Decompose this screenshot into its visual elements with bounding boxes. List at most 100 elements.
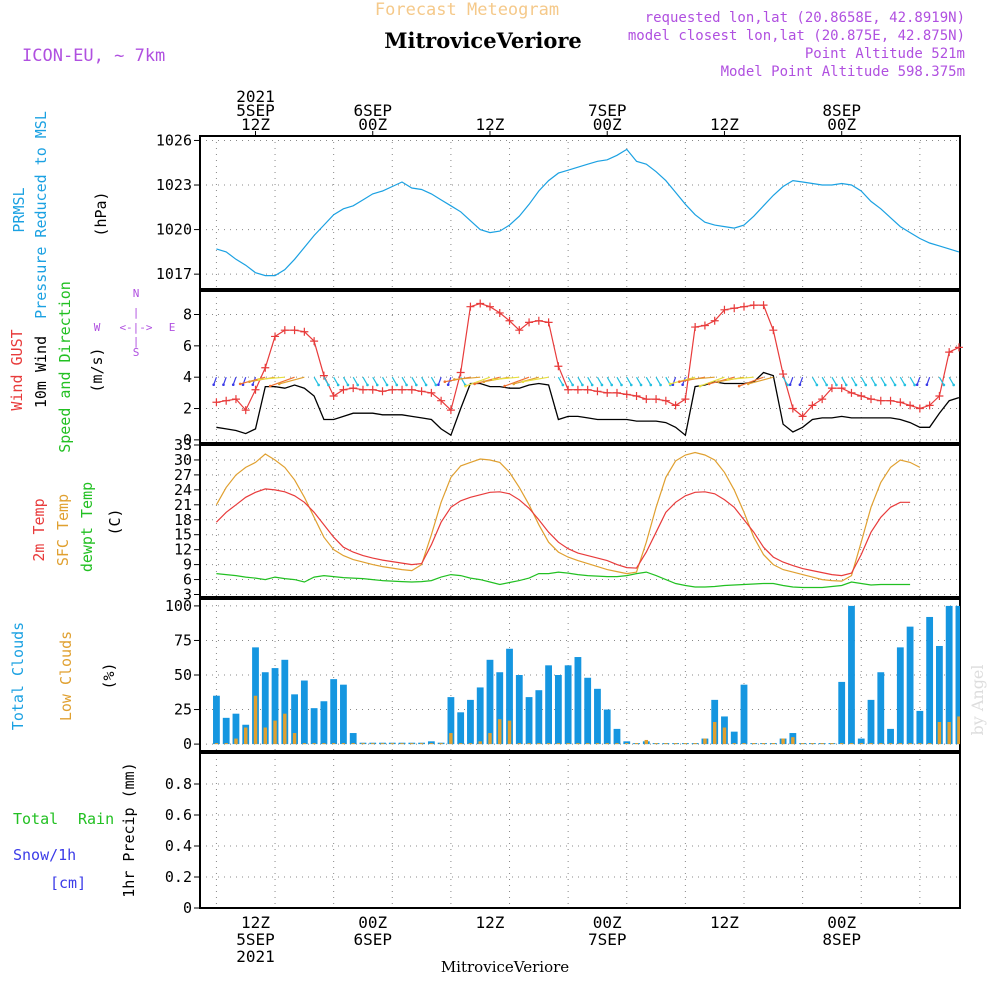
wind-direction-arrow [362, 376, 368, 386]
wind-direction-arrow [748, 376, 774, 385]
wind-arrow-head [746, 382, 750, 386]
gust-marker [867, 395, 876, 404]
precip-label-snow: Snow/1h [13, 846, 76, 864]
wind-arrow-head [446, 383, 450, 387]
wind-arrow-head [251, 383, 255, 387]
gust-line [216, 302, 960, 418]
wind-arrow-head [238, 382, 242, 386]
low-cloud-bar [253, 695, 258, 745]
precip-ytick-label: 0.2 [165, 868, 192, 886]
gust-marker [886, 396, 895, 405]
wind-direction-arrow [352, 376, 359, 386]
wind-direction-arrow [557, 376, 564, 386]
wind-direction-arrow [899, 376, 906, 386]
total-cloud-bar [545, 665, 552, 745]
dewpt-line [216, 571, 911, 589]
gust-marker [261, 363, 270, 372]
low-cloud-bar [361, 743, 365, 745]
wind-arrow-head [241, 383, 245, 387]
wind-direction-arrow [616, 376, 623, 386]
total-cloud-bar [926, 616, 934, 745]
low-cloud-bar [947, 721, 951, 745]
wind-arrow-head [453, 378, 456, 381]
wind-arrow-head [952, 383, 955, 387]
wind-frame [199, 290, 961, 444]
wind-arrow-head [639, 383, 643, 387]
total-cloud-bar [955, 605, 960, 745]
temp-ytick-label: 33 [174, 436, 192, 454]
wind-arrow-head [327, 383, 330, 387]
wind-arrow-head [893, 383, 897, 387]
gust-marker [407, 385, 416, 394]
temp-ytick-label: 12 [174, 541, 192, 559]
bottom-time-label: 5SEP [236, 930, 275, 949]
wind-arrow-head [687, 378, 691, 381]
gust-marker [212, 398, 221, 407]
wind-arrow-head [903, 383, 907, 387]
gust-marker [554, 362, 563, 371]
top-time-label: 6SEP [353, 101, 392, 120]
wind-direction-arrow [606, 376, 613, 386]
wind-direction-arrow [821, 376, 828, 386]
wind-arrow-head [395, 383, 399, 387]
wind-direction-arrow [948, 376, 955, 386]
wind-arrow-head [473, 382, 476, 386]
gust-marker [515, 326, 524, 335]
wind-direction-arrow [567, 376, 574, 386]
compass-w: W [94, 321, 101, 334]
low-cloud-bar [615, 743, 619, 745]
gust-marker [495, 308, 504, 317]
top-time-label: 00Z [827, 115, 856, 134]
gust-marker [749, 301, 758, 310]
wind-direction-arrow [926, 376, 931, 385]
total-cloud-bar [467, 699, 474, 745]
wind-arrow-head [726, 378, 730, 381]
wind-direction-arrow [437, 376, 442, 385]
low-cloud-bar [498, 719, 502, 745]
total-cloud-bar [271, 668, 279, 745]
low-cloud-bar [478, 741, 482, 745]
top-time-label: 12Z [710, 115, 739, 134]
wind-arrow-head [571, 383, 574, 387]
gust-marker [564, 385, 573, 394]
gust-marker [769, 326, 778, 335]
total-cloud-bar [515, 675, 523, 745]
gust-marker [827, 384, 836, 393]
pressure-frame [199, 135, 961, 290]
gust-marker [446, 406, 455, 415]
gust-marker [925, 401, 934, 410]
wind-arrow-head [590, 383, 594, 387]
low-cloud-bar [644, 739, 648, 745]
total-cloud-bar [594, 688, 601, 745]
low-cloud-bar [712, 721, 717, 745]
low-cloud-bar [351, 743, 355, 745]
total-cloud-bar [330, 679, 338, 745]
top-time-label: 00Z [593, 115, 622, 134]
gust-marker [573, 385, 582, 394]
wind-label-1: Wind GUST [8, 329, 26, 410]
low-cloud-bar [937, 721, 942, 745]
low-cloud-bar [585, 743, 590, 745]
wind-arrow-head [521, 380, 525, 384]
wind-arrow-head [707, 382, 711, 386]
clouds-label-2: Low Clouds [57, 631, 75, 721]
total-cloud-bar [877, 672, 885, 745]
low-cloud-bar [322, 743, 326, 745]
wind-ytick-label: 8 [183, 306, 192, 324]
wind-direction-arrow [916, 376, 921, 385]
total-cloud-bar [476, 687, 484, 745]
temp-ytick-label: 9 [183, 556, 192, 574]
gust-marker [378, 387, 387, 396]
low-cloud-bar [556, 743, 561, 745]
low-cloud-bar [810, 743, 815, 745]
gust-marker [251, 385, 260, 394]
wind-direction-arrow [411, 376, 417, 386]
model-altitude: Model Point Altitude 598.375m [721, 64, 965, 80]
top-time-label: 2021 [236, 87, 275, 106]
gust-marker [231, 395, 240, 404]
low-cloud-bar [918, 743, 922, 745]
wind-direction-arrow [738, 376, 764, 387]
gust-marker [300, 327, 309, 336]
precip-ytick-label: 0.4 [165, 837, 192, 855]
wind-direction-arrow [454, 376, 481, 381]
